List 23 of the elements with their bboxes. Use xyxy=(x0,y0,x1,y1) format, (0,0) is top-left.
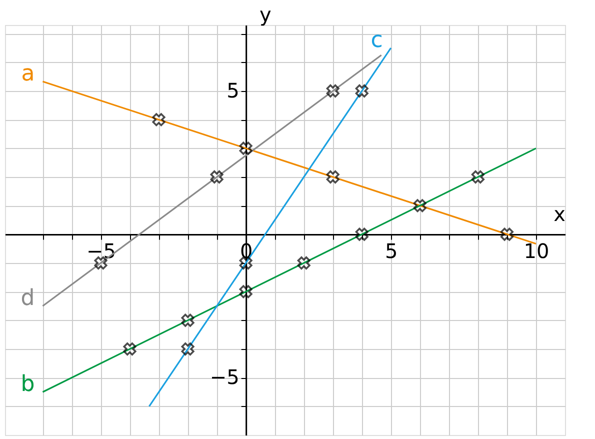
point xyxy=(239,285,252,298)
series-label: a xyxy=(21,61,35,86)
y-axis-title: y xyxy=(259,2,272,26)
point xyxy=(152,113,166,126)
point xyxy=(471,170,484,184)
point xyxy=(181,342,194,356)
x-axis-title: x xyxy=(554,202,566,226)
point xyxy=(355,84,368,98)
series-label: d xyxy=(20,286,35,311)
series-label: b xyxy=(20,372,35,397)
point xyxy=(355,228,368,241)
point xyxy=(297,256,310,270)
x-tick-label: 5 xyxy=(385,238,398,263)
point xyxy=(326,84,340,98)
point xyxy=(413,199,426,212)
x-tick-label: 10 xyxy=(524,238,550,263)
point xyxy=(210,170,224,184)
point xyxy=(500,228,514,241)
series-label: c xyxy=(370,28,383,53)
point xyxy=(239,142,252,155)
point xyxy=(181,314,194,327)
point xyxy=(326,170,340,184)
point xyxy=(123,342,136,356)
